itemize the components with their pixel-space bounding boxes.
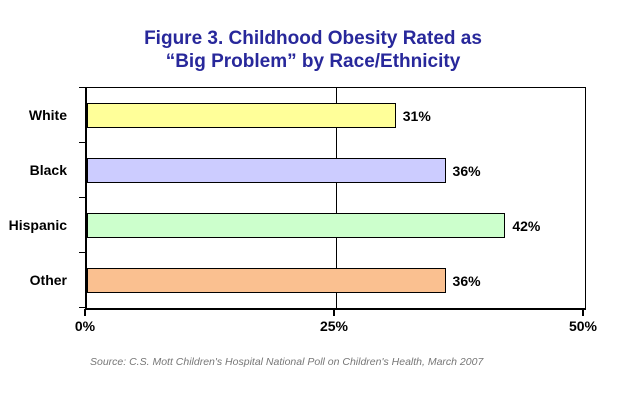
y-axis-tick	[79, 142, 85, 143]
y-axis-tick	[79, 307, 85, 308]
bar-other	[87, 268, 446, 293]
category-label-hispanic: Hispanic	[8, 216, 67, 233]
bar-value-label: 36%	[452, 272, 481, 289]
chart-title-line1: Figure 3. Childhood Obesity Rated as	[144, 28, 482, 49]
x-axis-tick-0%	[84, 309, 86, 316]
bar-band: 31%	[87, 88, 585, 143]
bar-black	[87, 158, 446, 183]
y-axis-labels: White Black Hispanic Other	[0, 87, 76, 307]
x-axis-tick-50%	[582, 309, 584, 316]
bar-value-label: 31%	[402, 107, 431, 124]
bar-hispanic	[87, 213, 506, 238]
y-axis-tick	[79, 197, 85, 198]
bar-value-label: 42%	[512, 217, 541, 234]
x-axis-tick-label: 50%	[568, 318, 598, 334]
x-axis-tick-label: 0%	[74, 318, 96, 334]
gridline-25	[336, 88, 337, 308]
bar-white	[87, 103, 396, 128]
y-axis-tick	[79, 252, 85, 253]
category-label-other: Other	[29, 271, 67, 288]
y-axis-tick	[79, 87, 85, 88]
bar-band: 36%	[87, 143, 585, 198]
bar-value-label: 36%	[452, 162, 481, 179]
bar-band: 42%	[87, 198, 585, 253]
x-axis-tick-label: 25%	[319, 318, 349, 334]
category-label-white: White	[28, 106, 67, 123]
chart-title-line2: “Big Problem” by Race/Ethnicity	[165, 51, 461, 72]
source-note: Source: C.S. Mott Children's Hospital Na…	[90, 356, 484, 368]
plot-area: 31% 36% 42% 36%	[85, 87, 586, 310]
chart-title: Figure 3. Childhood Obesity Rated as “Bi…	[0, 27, 626, 73]
bar-band: 36%	[87, 253, 585, 308]
x-axis-tick-25%	[333, 309, 335, 316]
category-label-black: Black	[29, 161, 67, 178]
